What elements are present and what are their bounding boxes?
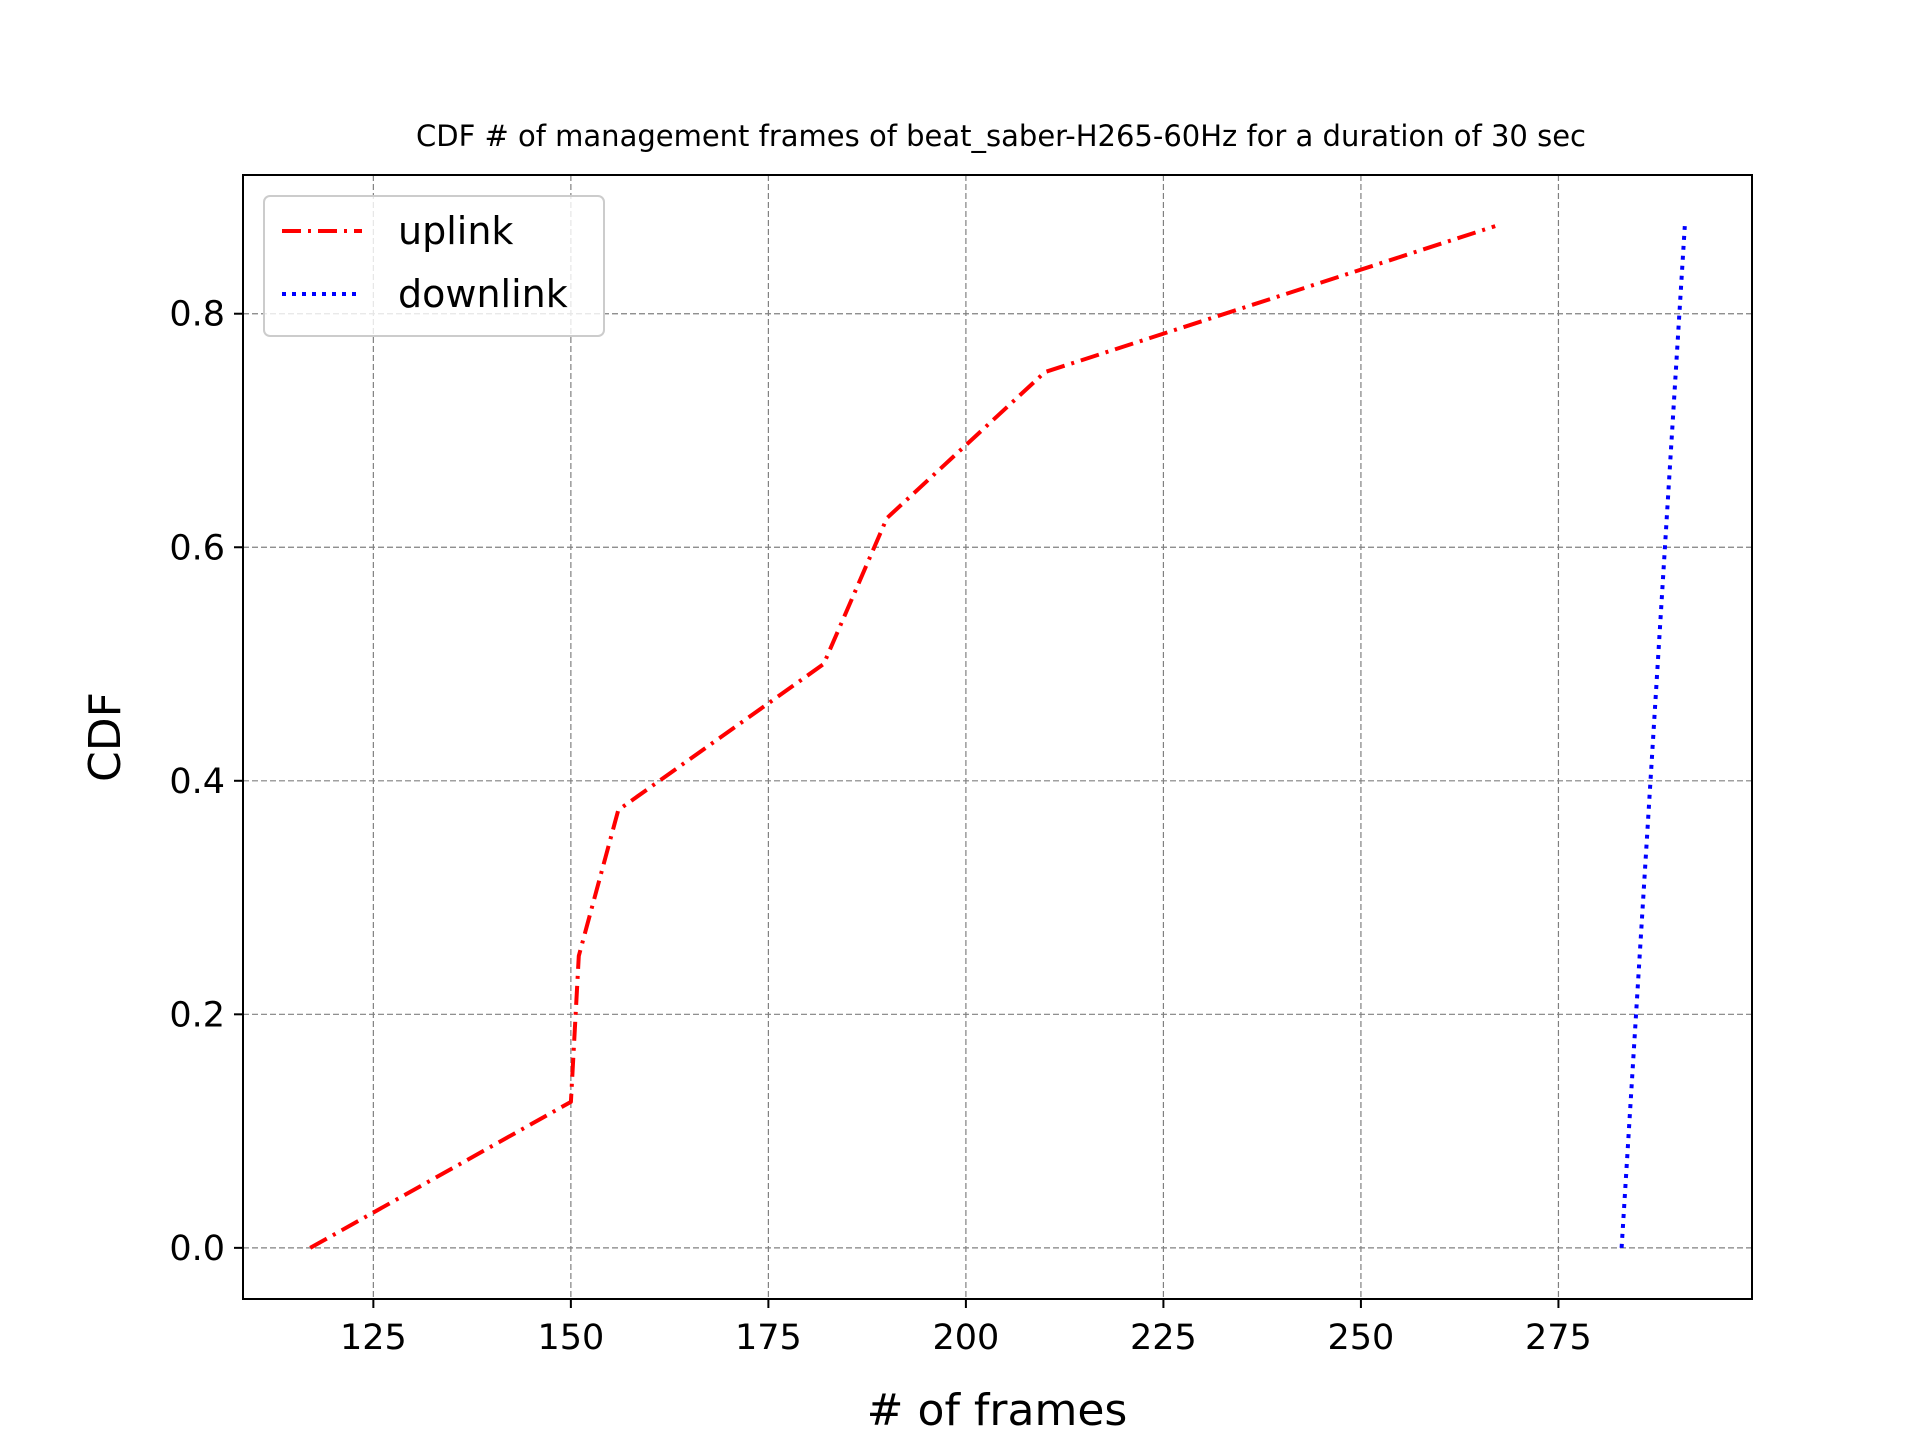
legend-box	[263, 195, 605, 337]
x-tick-label: 250	[1328, 1318, 1395, 1358]
x-tick-label: 125	[340, 1318, 407, 1358]
x-axis-ticks: 125 150 175 200 225 250 275	[340, 1299, 1592, 1358]
series-line-uplink	[309, 224, 1496, 1250]
y-axis-label: CDF	[80, 692, 131, 782]
y-tick-label: 0.2	[169, 995, 225, 1035]
y-tick-label: 0.0	[169, 1229, 225, 1269]
legend: uplink downlink	[263, 195, 605, 337]
series-layer	[309, 224, 1687, 1250]
x-tick-label: 275	[1525, 1318, 1592, 1358]
x-tick-label: 150	[537, 1318, 604, 1358]
y-tick-label: 0.4	[169, 762, 225, 802]
chart-title: CDF # of management frames of beat_saber…	[416, 119, 1586, 153]
plot-frame	[242, 174, 1753, 1300]
legend-label-uplink: uplink	[398, 209, 513, 253]
y-axis-ticks: 0.0 0.2 0.4 0.6 0.8	[169, 295, 243, 1269]
y-tick-label: 0.6	[169, 528, 225, 568]
series-line-downlink	[1619, 225, 1687, 1249]
x-tick-label: 225	[1130, 1318, 1197, 1358]
x-axis-label: # of frames	[867, 1385, 1128, 1436]
x-tick-label: 200	[932, 1318, 999, 1358]
legend-label-downlink: downlink	[398, 272, 568, 316]
y-tick-label: 0.8	[169, 295, 225, 335]
x-tick-label: 175	[735, 1318, 802, 1358]
grid	[243, 175, 1752, 1299]
